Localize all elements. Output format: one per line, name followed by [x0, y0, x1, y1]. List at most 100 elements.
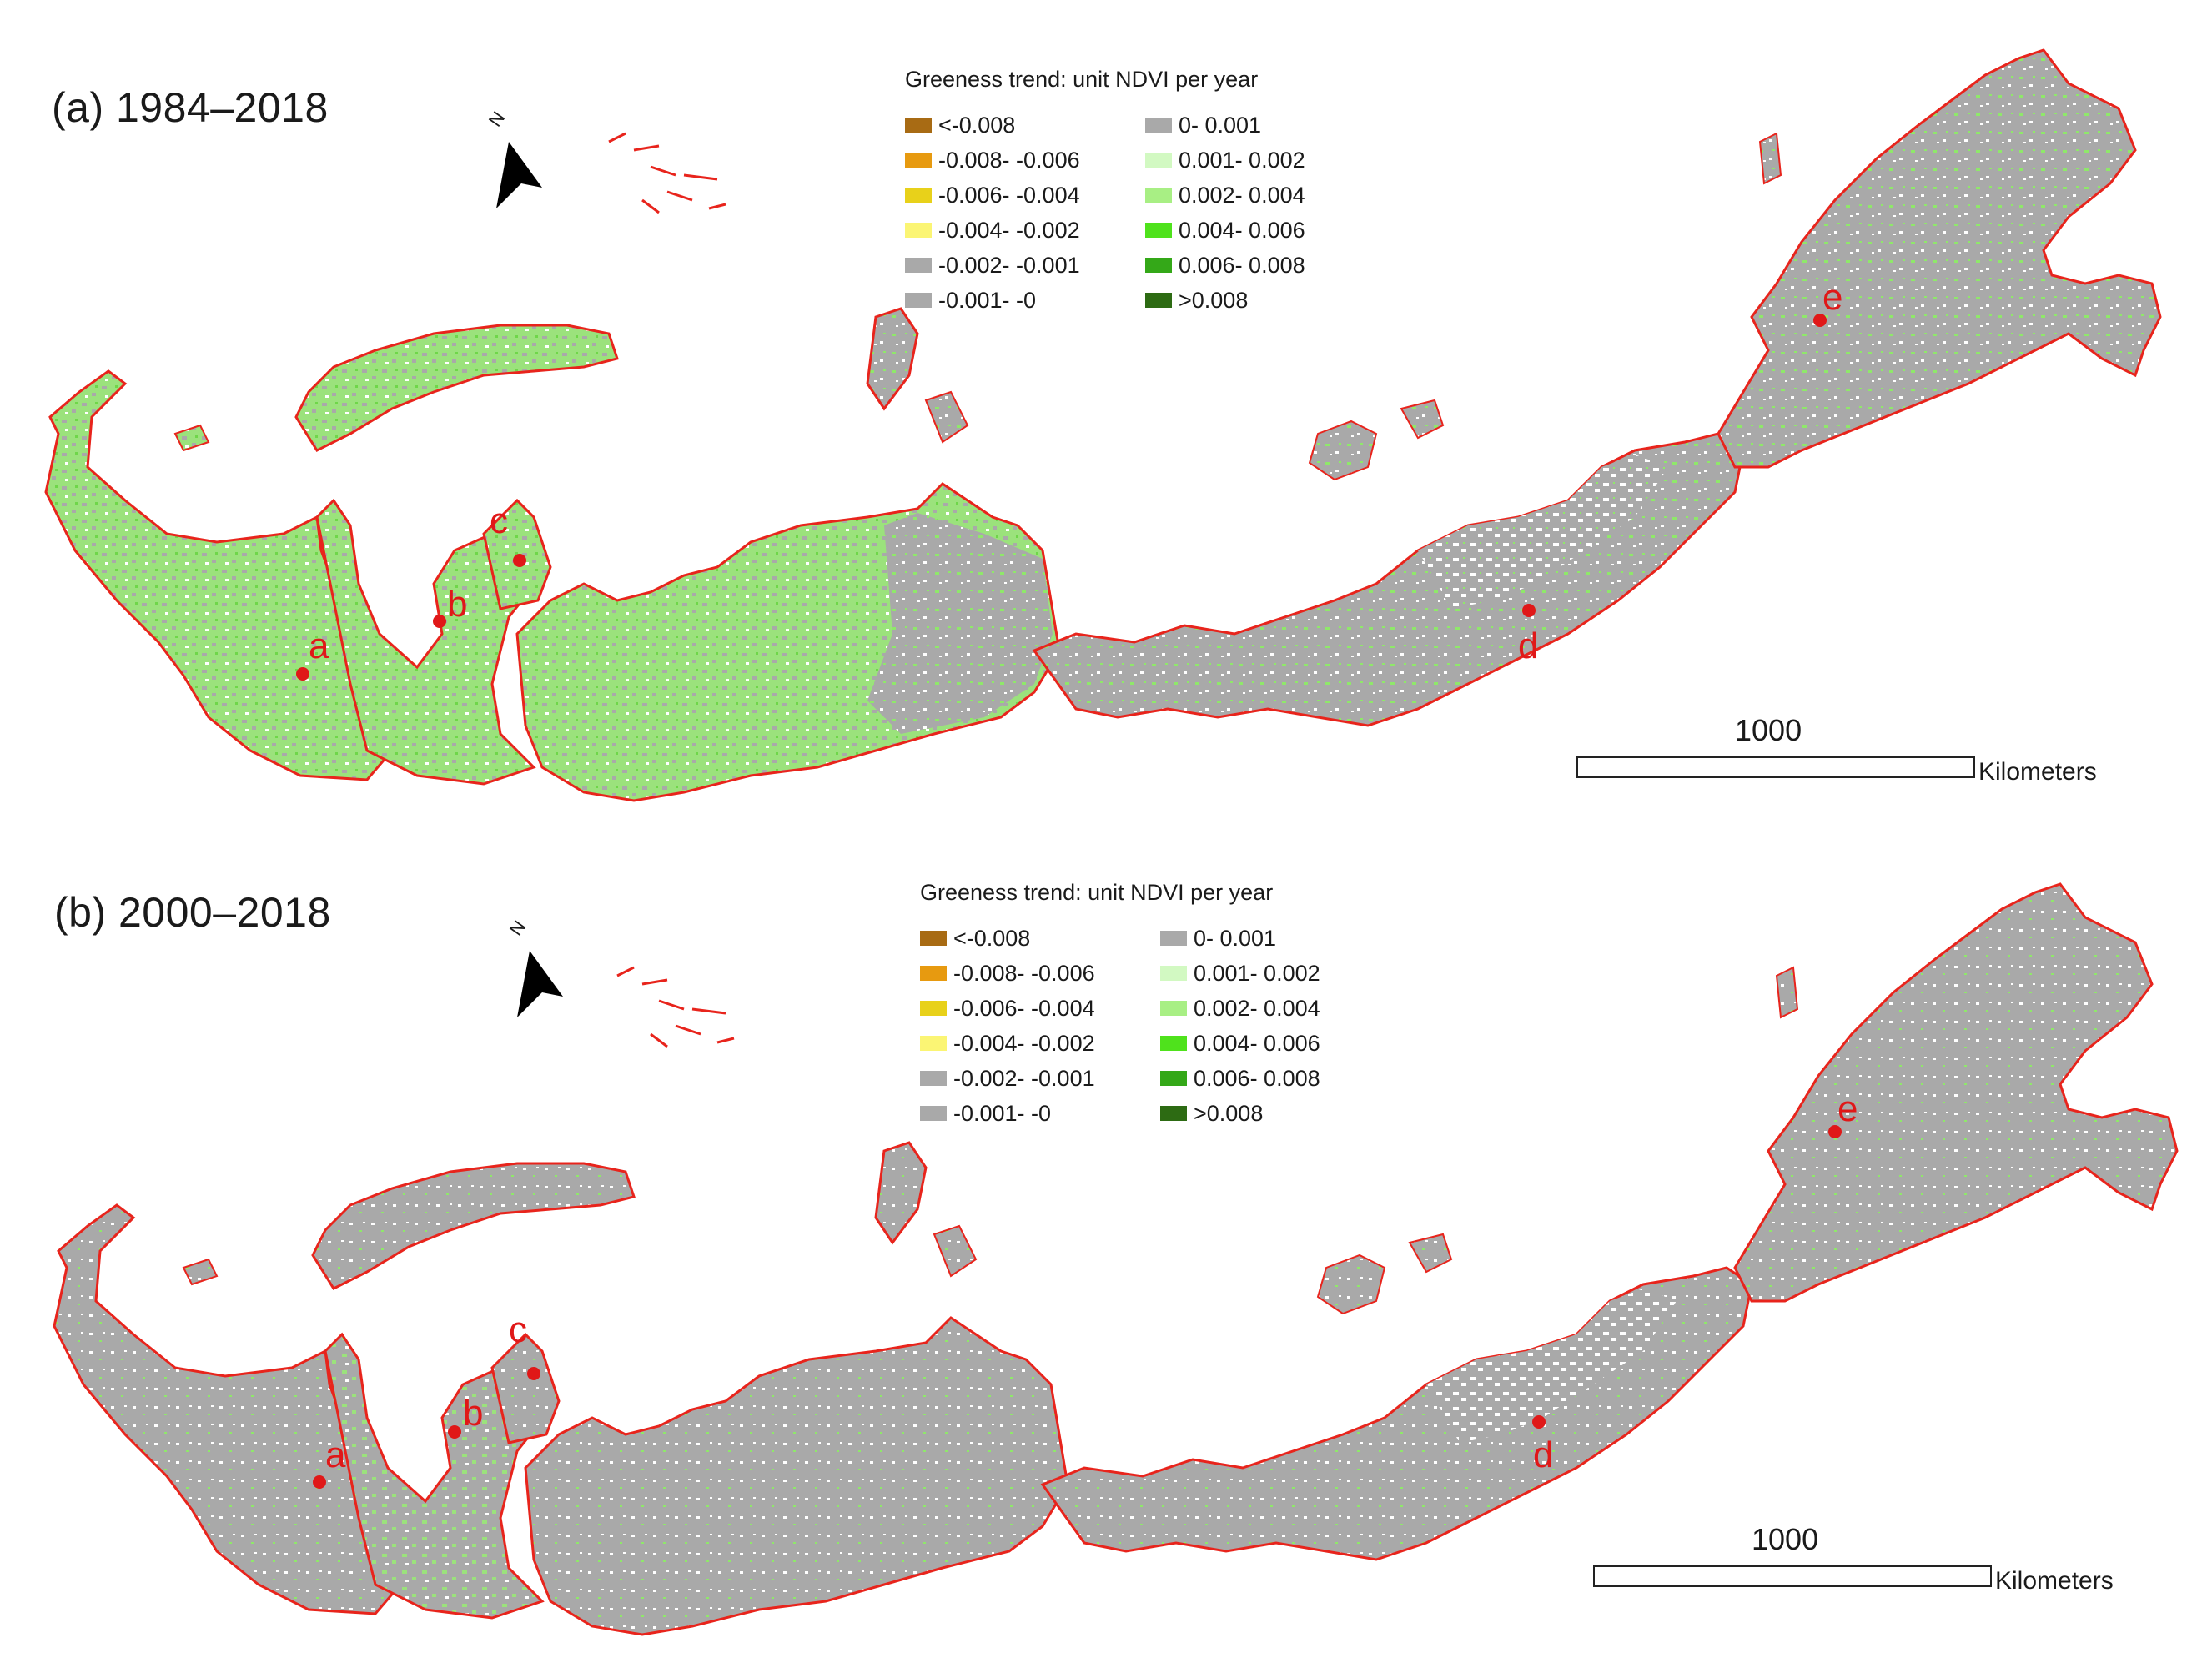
site-label-a: a [325, 1434, 346, 1475]
land-map [53, 882, 2179, 1636]
legend-swatch [905, 188, 932, 203]
legend-label: -0.001- -0 [938, 287, 1037, 313]
site-a-marker [313, 1475, 326, 1489]
franz-josef-archipelago [616, 966, 735, 1048]
north-arrow: N [505, 917, 571, 1026]
site-label-e: e [1822, 277, 1843, 318]
island-3 [1308, 420, 1378, 481]
site-e-marker [1828, 1125, 1842, 1138]
scale-unit: Kilometers [1995, 1567, 2114, 1595]
legend: Greeness trend: unit NDVI per year <-0.0… [905, 67, 1372, 317]
legend: Greeness trend: unit NDVI per year <-0.0… [920, 880, 1387, 1130]
legend-swatch [1145, 223, 1172, 238]
legend-label: -0.002- -0.001 [953, 1065, 1095, 1091]
legend-title: Greeness trend: unit NDVI per year [920, 880, 1274, 905]
legend-swatch [1145, 118, 1172, 133]
legend-swatch [1145, 293, 1172, 308]
map-panel-2000-2018: (b) 2000–2018 N Greeness trend: unit NDV… [0, 834, 2212, 1668]
island-5 [1775, 966, 1799, 1019]
scale-box [1593, 1565, 1992, 1587]
site-label-a: a [309, 626, 329, 666]
legend-swatch [1160, 1071, 1187, 1086]
scale-bar: 1000 Kilometers [1576, 713, 2160, 796]
legend-label: 0.001- 0.002 [1194, 960, 1320, 986]
severnaya-zemlya [874, 1141, 928, 1245]
legend-swatch [1145, 258, 1172, 273]
legend-swatch [905, 223, 932, 238]
legend-swatch [920, 966, 947, 981]
legend-item: -0.001- -0 [920, 1101, 1051, 1126]
central-gray-east [867, 513, 1053, 734]
chukotka-landmass [1733, 882, 2179, 1303]
legend-swatch [905, 118, 932, 133]
legend-label: 0.004- 0.006 [1179, 217, 1305, 243]
island-5 [1758, 132, 1782, 185]
legend-item: 0.006- 0.008 [1160, 1066, 1320, 1091]
site-c-marker [513, 554, 526, 567]
scale-box [1576, 756, 1975, 778]
island-3 [1316, 1254, 1386, 1315]
site-b-marker [433, 615, 446, 628]
small-island-1 [173, 424, 210, 452]
site-label-d: d [1533, 1434, 1554, 1475]
eastern-white-zone [1418, 455, 1668, 609]
legend-item: 0.002- 0.004 [1160, 996, 1320, 1021]
legend-swatch [1160, 1106, 1187, 1121]
site-a-marker [296, 667, 309, 681]
legend-item: -0.001- -0 [905, 288, 1036, 313]
legend-item: 0- 0.001 [1160, 926, 1276, 951]
legend-label: -0.004- -0.002 [953, 1030, 1095, 1056]
legend-label: 0.001- 0.002 [1179, 147, 1305, 173]
legend-swatch [905, 293, 932, 308]
site-b-marker [448, 1425, 461, 1439]
legend-item: 0.004- 0.006 [1160, 1031, 1320, 1056]
map-panel-1984-2018: (a) 1984–2018 N Greeness trend: unit NDV… [44, 48, 2162, 802]
scale-bar: 1000 Kilometers [1593, 1522, 2177, 1605]
legend-swatch [1160, 931, 1187, 946]
site-c-marker [527, 1367, 540, 1380]
franz-josef-archipelago [608, 132, 726, 214]
scale-value: 1000 [1735, 713, 1802, 747]
legend-swatch [1145, 188, 1172, 203]
legend-item: -0.008- -0.006 [920, 961, 1095, 986]
legend-label: -0.008- -0.006 [938, 147, 1080, 173]
legend-label: 0- 0.001 [1194, 925, 1277, 951]
legend-swatch [1160, 1001, 1187, 1016]
scale-unit: Kilometers [1978, 758, 2097, 786]
legend-label: <-0.008 [938, 112, 1016, 138]
legend-label: >0.008 [1179, 287, 1249, 313]
site-d-marker [1522, 604, 1536, 617]
legend-label: -0.002- -0.001 [938, 252, 1080, 278]
site-e-marker [1813, 314, 1827, 327]
legend-title: Greeness trend: unit NDVI per year [905, 67, 1259, 92]
panel-title: (a) 1984–2018 [52, 84, 329, 131]
site-markers [313, 1125, 1842, 1489]
legend-label: <-0.008 [953, 925, 1031, 951]
small-island-1 [182, 1258, 219, 1286]
legend-label: 0.004- 0.006 [1194, 1030, 1320, 1056]
legend-item: >0.008 [1160, 1101, 1263, 1126]
novaya-zemlya [294, 324, 619, 452]
novaya-zemlya [311, 1162, 636, 1290]
gydan-peninsula [490, 1332, 561, 1444]
legend-label: 0.002- 0.004 [1194, 995, 1320, 1021]
legend-label: 0.006- 0.008 [1194, 1065, 1320, 1091]
legend-label: 0.006- 0.008 [1179, 252, 1305, 278]
north-arrow: N [484, 108, 550, 217]
central-landmass [524, 1316, 1069, 1636]
legend-label: 0.002- 0.004 [1179, 182, 1305, 208]
north-arrow-icon [517, 951, 563, 1017]
north-arrow-icon [496, 142, 542, 208]
legend-item: -0.008- -0.006 [905, 148, 1080, 173]
site-label-b: b [463, 1393, 484, 1434]
legend-item: 0.002- 0.004 [1145, 183, 1305, 208]
legend-item: -0.004- -0.002 [920, 1031, 1095, 1056]
chukotka-landmass [1717, 48, 2162, 469]
legend-item: -0.006- -0.004 [920, 996, 1095, 1021]
site-label-d: d [1518, 626, 1539, 666]
legend-label: >0.008 [1194, 1100, 1264, 1126]
island-4 [1408, 1233, 1453, 1274]
legend-swatch [1145, 153, 1172, 168]
legend-item: -0.006- -0.004 [905, 183, 1080, 208]
legend-swatch [920, 1071, 947, 1086]
